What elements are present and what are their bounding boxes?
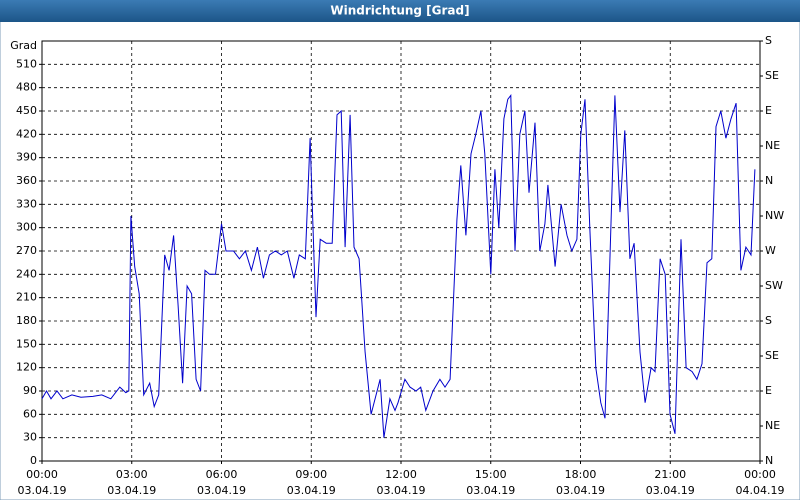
x-tick-date: 03.04.19 — [107, 484, 156, 497]
y-tick-label: 330 — [16, 197, 37, 210]
y2-tick-label: N — [765, 454, 773, 467]
y-tick-label: 300 — [16, 221, 37, 234]
y-tick-label: 420 — [16, 127, 37, 140]
y-tick-label: 0 — [30, 454, 37, 467]
x-tick-label: 09:00 — [295, 468, 327, 481]
y-tick-label: 30 — [23, 431, 37, 444]
x-tick-label: 03:00 — [116, 468, 148, 481]
y2-tick-label: NE — [765, 419, 780, 432]
plot-frame — [41, 40, 761, 462]
data-line — [41, 93, 756, 438]
y-tick-label: 360 — [16, 174, 37, 187]
x-tick-label: 18:00 — [565, 468, 597, 481]
y-tick-label: 90 — [23, 384, 37, 397]
y2-tick-label: SE — [765, 69, 779, 82]
y2-tick-label: SW — [765, 279, 783, 292]
x-tick-date: 03.04.19 — [197, 484, 246, 497]
y2-tick-label: E — [765, 384, 772, 397]
x-tick-date: 03.04.19 — [377, 484, 426, 497]
x-tick-label: 00:00 — [26, 468, 58, 481]
y2-tick-label: S — [765, 34, 772, 47]
y2-tick-label: NE — [765, 139, 780, 152]
y-tick-label: 270 — [16, 244, 37, 257]
y2-tick-label: S — [765, 314, 772, 327]
marks — [41, 93, 756, 438]
y-tick-label: 510 — [16, 57, 37, 70]
y-tick-label: 150 — [16, 337, 37, 350]
chart-title: Windrichtung [Grad] — [330, 4, 469, 18]
y-axis-label: Grad — [10, 39, 37, 52]
x-tick-date: 03.04.19 — [287, 484, 336, 497]
x-tick-label: 15:00 — [475, 468, 507, 481]
y2-tick-label: E — [765, 104, 772, 117]
x-tick-label: 12:00 — [385, 468, 417, 481]
x-tick-date: 03.04.19 — [466, 484, 515, 497]
x-tick-label: 21:00 — [654, 468, 686, 481]
y-tick-label: 480 — [16, 81, 37, 94]
x-tick-label: 00:00 — [744, 468, 776, 481]
x-tick-date: 04.04.19 — [736, 484, 785, 497]
x-tick-date: 03.04.19 — [18, 484, 67, 497]
y2-tick-label: W — [765, 244, 776, 257]
x-tick-date: 03.04.19 — [556, 484, 605, 497]
y2-tick-label: SE — [765, 349, 779, 362]
y2-tick-label: NW — [765, 209, 784, 222]
y2-tick-label: N — [765, 174, 773, 187]
y-tick-label: 60 — [23, 407, 37, 420]
y-tick-label: 390 — [16, 151, 37, 164]
y-tick-label: 240 — [16, 267, 37, 280]
y-tick-label: 120 — [16, 361, 37, 374]
x-tick-date: 03.04.19 — [646, 484, 695, 497]
y-tick-label: 450 — [16, 104, 37, 117]
x-tick-label: 06:00 — [206, 468, 238, 481]
title-bar — [0, 0, 800, 22]
y-tick-label: 210 — [16, 291, 37, 304]
y-tick-label: 180 — [16, 314, 37, 327]
